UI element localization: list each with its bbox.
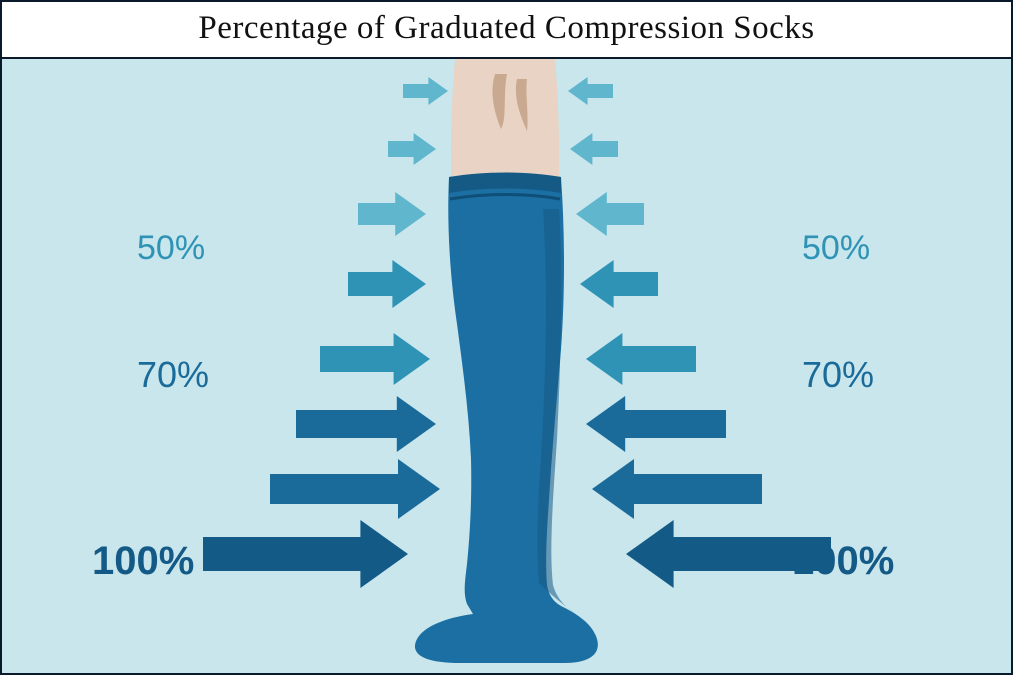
leg-illustration [377, 59, 637, 673]
compression-arrow-right-7 [626, 520, 831, 588]
label-50-right: 50% [802, 229, 870, 268]
label-100-left: 100% [92, 539, 194, 584]
leg-svg [377, 59, 637, 669]
title-bar: Percentage of Graduated Compression Sock… [2, 2, 1011, 59]
diagram-stage: 50% 70% 100% 50% 70% 100% [2, 59, 1011, 673]
compression-sock [414, 174, 597, 663]
label-50-left: 50% [137, 229, 205, 268]
label-70-left: 70% [137, 354, 209, 396]
infographic-frame: Percentage of Graduated Compression Sock… [0, 0, 1013, 675]
label-70-right: 70% [802, 354, 874, 396]
page-title: Percentage of Graduated Compression Sock… [2, 10, 1011, 47]
